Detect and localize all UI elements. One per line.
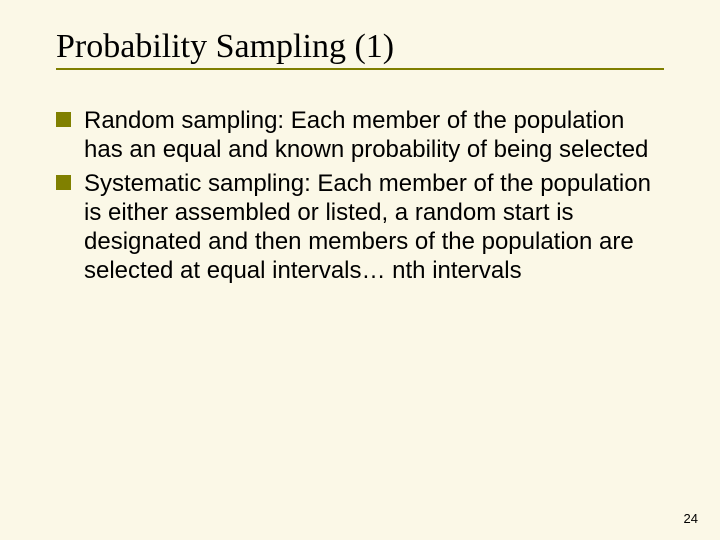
list-item: Random sampling: Each member of the popu…	[56, 106, 664, 165]
bullet-icon	[56, 175, 71, 190]
slide-title: Probability Sampling (1)	[56, 28, 664, 70]
list-item-text: Random sampling: Each member of the popu…	[84, 106, 664, 165]
list-item-text: Systematic sampling: Each member of the …	[84, 169, 664, 286]
slide-number: 24	[684, 511, 698, 526]
list-item: Systematic sampling: Each member of the …	[56, 169, 664, 286]
bullet-list: Random sampling: Each member of the popu…	[56, 106, 664, 286]
bullet-icon	[56, 112, 71, 127]
slide: Probability Sampling (1) Random sampling…	[0, 0, 720, 540]
